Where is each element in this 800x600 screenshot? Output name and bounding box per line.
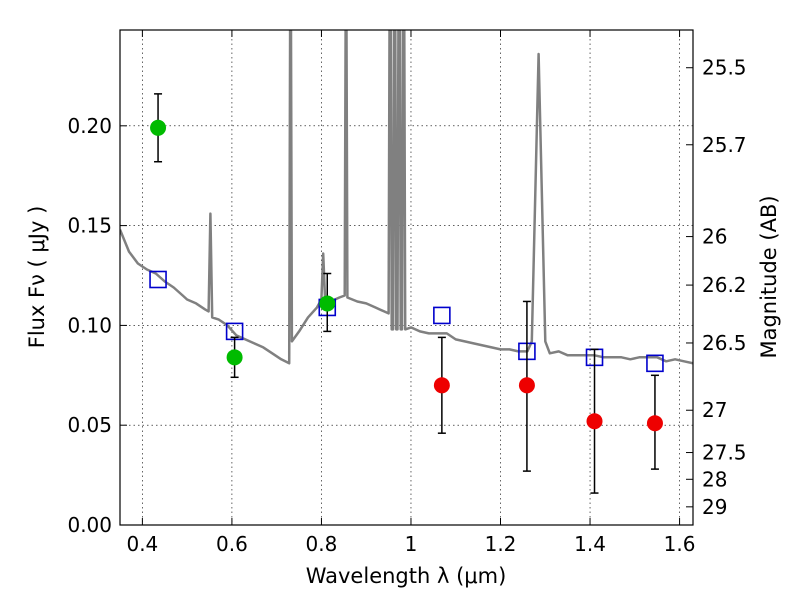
x-tick-label: 1.6 [664,532,696,556]
right-tick-label: 27 [702,398,727,422]
y-tick-label: 0.10 [67,313,112,337]
right-tick-label: 29 [702,495,727,519]
model-photometry-square [149,270,167,289]
plot-area [120,30,693,494]
right-axis-label: Magnitude (AB) [757,195,781,358]
right-tick-label: 25.7 [702,133,747,157]
y-tick-label: 0.00 [67,513,112,537]
x-tick-label: 1.2 [485,532,517,556]
y-axis-label: Flux Fν ( μJy ) [25,206,49,349]
observed-flux-point [518,377,535,394]
right-tick-label: 25.5 [702,56,747,80]
right-tick-label: 26.2 [702,273,747,297]
right-tick-label: 28 [702,467,727,491]
axis-ticks: 0.4 0.6 0.8 1 1.2 1.4 1.6 0.00 0.05 0.10 0.15 0.20 2… [67,30,747,556]
y-tick-label: 0.20 [67,114,112,138]
plot-frame [119,29,694,526]
x-tick-label: 1.4 [574,532,606,556]
x-axis-label: Wavelength λ (μm) [306,564,507,588]
model-photometry-square [646,354,664,373]
observed-flux-point [433,377,450,394]
x-tick-label: 0.4 [126,532,158,556]
x-tick-label: 0.8 [306,532,338,556]
right-tick-label: 27.5 [702,441,747,465]
model-photometry-square [433,306,451,325]
x-tick-label: 0.6 [216,532,248,556]
right-tick-label: 26 [702,225,727,249]
observed-flux-point [150,119,167,136]
y-tick-label: 0.05 [67,413,112,437]
x-tick-label: 1 [405,532,418,556]
observed-flux-point [646,415,663,432]
observed-flux-point [586,413,603,430]
model-spectrum-line [120,30,693,365]
observed-flux-point [319,295,336,312]
right-tick-label: 26.5 [702,331,747,355]
y-tick-label: 0.15 [67,214,112,238]
observed-flux-point [226,349,243,366]
